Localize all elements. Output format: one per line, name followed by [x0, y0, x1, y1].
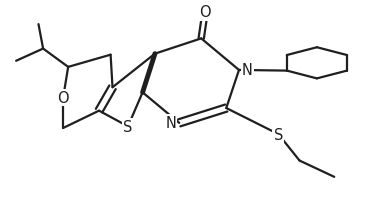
- Text: N: N: [165, 116, 176, 131]
- Text: S: S: [123, 119, 133, 134]
- Text: N: N: [242, 63, 253, 78]
- Text: O: O: [199, 5, 211, 20]
- Text: S: S: [274, 127, 283, 142]
- Text: O: O: [57, 91, 69, 105]
